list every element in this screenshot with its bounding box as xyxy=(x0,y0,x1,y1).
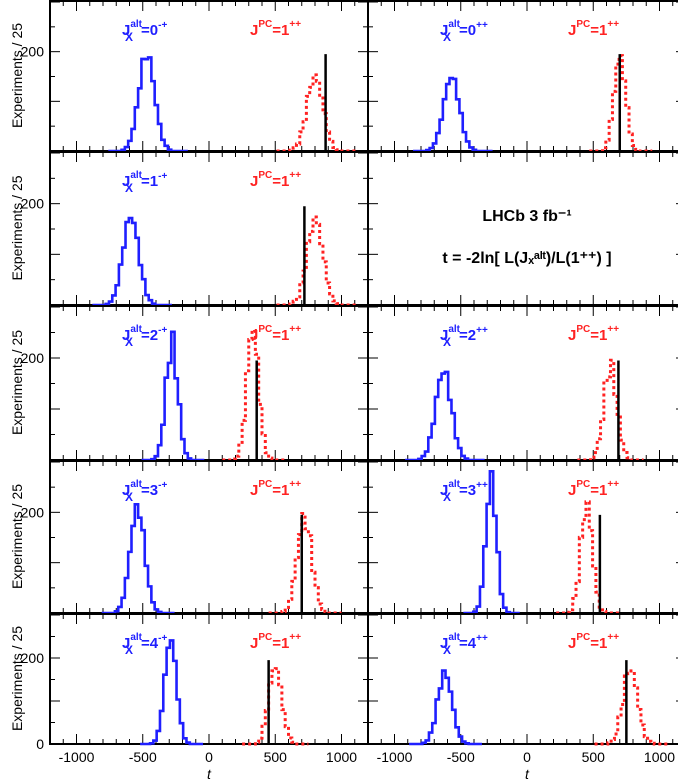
ticks xyxy=(50,152,368,305)
y-axis-title: Experiments / 25 xyxy=(9,484,25,589)
alt-hypothesis-histogram xyxy=(463,469,520,615)
ticks xyxy=(50,461,368,613)
nominal-hypothesis-label: JPC=1++ xyxy=(250,19,301,39)
panel-2-+: 200 Jalt X =2-+ JPC=1++ xyxy=(21,305,369,462)
alt-hypothesis-histogram xyxy=(101,503,175,615)
y-tick-label: 200 xyxy=(21,196,45,212)
nominal-hypothesis-label: JPC=1++ xyxy=(568,479,619,499)
y-axis-title: Experiments / 25 xyxy=(9,175,25,280)
x-tick-label: 1000 xyxy=(326,749,357,765)
y-tick-label: 200 xyxy=(21,504,45,520)
panel-frame xyxy=(49,613,369,745)
panel-frame xyxy=(367,460,678,614)
panel-frame xyxy=(367,305,678,461)
ticks xyxy=(368,614,678,744)
alt-hypothesis-label: Jalt X =3-+ xyxy=(122,479,167,504)
ticks xyxy=(368,1,678,151)
panel-4-+: 200 Jalt X =4-+ JPC=1++ xyxy=(21,613,369,746)
alt-hypothesis-histogram xyxy=(413,76,493,153)
panel-frame xyxy=(367,0,678,152)
alt-hypothesis-label: Jalt X =2++ xyxy=(440,324,488,349)
nominal-hypothesis-histogram xyxy=(577,358,644,462)
nominal-hypothesis-histogram xyxy=(276,73,357,153)
ticks xyxy=(50,306,368,460)
panel-frame xyxy=(367,613,678,745)
alt-hypothesis-histogram xyxy=(405,370,485,462)
nominal-hypothesis-label: JPC=1++ xyxy=(250,170,301,190)
ticks xyxy=(368,152,678,305)
nominal-hypothesis-label: JPC=1++ xyxy=(568,632,619,652)
panel-grid: 200 Jalt X =0-+ JPC=1++ Jalt X =0++ JPC=1++ 200 Ja… xyxy=(21,0,678,746)
alt-hypothesis-histogram xyxy=(409,669,482,746)
y-axis-title: Experiments / 25 xyxy=(9,23,25,128)
alt-hypothesis-histogram xyxy=(108,56,188,153)
y-tick-label: 200 xyxy=(21,650,45,666)
nominal-hypothesis-histogram xyxy=(594,669,668,746)
panel-frame xyxy=(49,460,369,614)
nominal-hypothesis-histogram xyxy=(242,667,309,746)
nominal-hypothesis-label: JPC=1++ xyxy=(250,479,301,499)
panel-frame xyxy=(49,0,369,152)
axis-labels: Experiments / 25 Experiments / 25 Experime… xyxy=(9,23,675,782)
nominal-hypothesis-histogram xyxy=(222,329,286,462)
panel-0-+: 200 Jalt X =0-+ JPC=1++ xyxy=(21,0,369,153)
panel-frame xyxy=(367,151,678,306)
y-tick-label: 200 xyxy=(21,44,45,60)
alt-hypothesis-histogram xyxy=(140,639,204,746)
x-tick-label: -1000 xyxy=(59,749,95,765)
statistic-formula: t = -2ln[ L(Jₓᵃˡᵗ)/L(1⁺⁺) ] xyxy=(442,250,611,267)
nominal-hypothesis-label: JPC=1++ xyxy=(250,324,301,344)
x-tick-label: -1000 xyxy=(377,749,413,765)
alt-hypothesis-histogram xyxy=(92,216,172,307)
panel-1-+: 200 Jalt X =1-+ JPC=1++ xyxy=(21,151,369,307)
y-tick-label: 200 xyxy=(21,350,45,366)
alt-hypothesis-label: Jalt X =2-+ xyxy=(122,324,167,349)
panel-4++: Jalt X =4++ JPC=1++ xyxy=(367,613,678,746)
x-tick-label: 500 xyxy=(264,749,288,765)
panel-frame xyxy=(49,305,369,461)
alt-hypothesis-label: Jalt X =0-+ xyxy=(122,19,167,44)
x-axis-title: t xyxy=(207,766,212,782)
ticks xyxy=(368,306,678,460)
panel-frame xyxy=(49,151,369,306)
panel-legend: LHCb 3 fb⁻¹ t = -2ln[ L(Jₓᵃˡᵗ)/L(1⁺⁺) ] xyxy=(367,151,678,306)
experiment-label: LHCb 3 fb⁻¹ xyxy=(482,208,571,225)
nominal-hypothesis-histogram xyxy=(556,500,620,615)
x-tick-label: -500 xyxy=(447,749,475,765)
alt-hypothesis-label: Jalt X =1-+ xyxy=(122,170,167,195)
panel-3++: Jalt X =3++ JPC=1++ xyxy=(367,460,678,615)
nominal-hypothesis-label: JPC=1++ xyxy=(568,19,619,39)
x-tick-label: -500 xyxy=(129,749,157,765)
nominal-hypothesis-histogram xyxy=(268,512,342,615)
alt-hypothesis-histogram xyxy=(141,330,205,462)
ticks xyxy=(50,614,368,744)
x-tick-label: 0 xyxy=(523,749,531,765)
x-axis-title: t xyxy=(525,766,530,782)
alt-hypothesis-label: Jalt X =0++ xyxy=(440,19,488,44)
alt-hypothesis-label: Jalt X =4-+ xyxy=(122,632,167,657)
y-axis-title: Experiments / 25 xyxy=(9,626,25,731)
y-axis-title: Experiments / 25 xyxy=(9,330,25,435)
ticks xyxy=(50,1,368,151)
nominal-hypothesis-histogram xyxy=(276,215,357,307)
panel-3-+: 200 Jalt X =3-+ JPC=1++ xyxy=(21,460,369,615)
panel-2++: Jalt X =2++ JPC=1++ xyxy=(367,305,678,462)
y-axis-origin-label: 0 xyxy=(36,736,44,752)
alt-hypothesis-label: Jalt X =4++ xyxy=(440,632,488,657)
nominal-hypothesis-label: JPC=1++ xyxy=(568,324,619,344)
x-tick-label: 1000 xyxy=(644,749,675,765)
x-tick-label: 500 xyxy=(582,749,606,765)
ticks xyxy=(368,461,678,613)
x-tick-label: 0 xyxy=(205,749,213,765)
panel-0++: Jalt X =0++ JPC=1++ xyxy=(367,0,678,153)
nominal-hypothesis-label: JPC=1++ xyxy=(250,632,301,652)
alt-hypothesis-label: Jalt X =3++ xyxy=(440,479,488,504)
